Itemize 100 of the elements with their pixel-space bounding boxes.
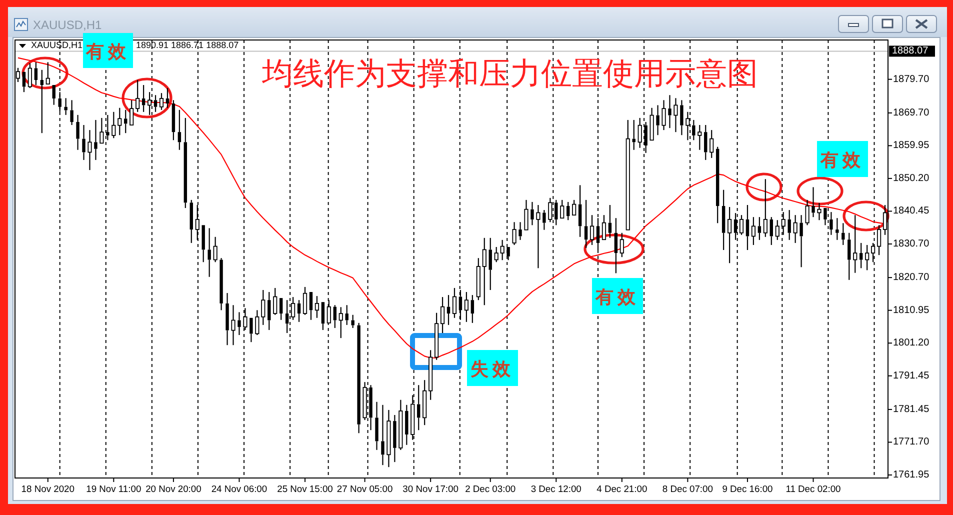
candlestick (375, 401, 378, 450)
candlestick (770, 216, 773, 246)
candlestick (446, 294, 450, 326)
candlestick (656, 104, 660, 136)
x-tick-label: 11 Dec 02:00 (786, 483, 841, 494)
y-tick-label: 1869.70 (893, 107, 930, 118)
candlestick (202, 225, 205, 263)
annotation: 有效 (820, 150, 864, 170)
candlestick (817, 202, 822, 221)
x-tick-label: 8 Dec 07:00 (662, 483, 713, 494)
candlestick (46, 62, 50, 84)
candlestick (268, 291, 271, 331)
candlestick (309, 292, 313, 320)
candlestick (680, 100, 684, 136)
y-tick-label: 1820.70 (893, 272, 930, 284)
x-tick-label: 20 Nov 20:00 (146, 483, 202, 494)
candlestick (428, 350, 433, 400)
candlestick (668, 94, 672, 129)
candlestick (321, 302, 325, 331)
x-tick-label: 27 Nov 05:00 (336, 483, 393, 494)
candlestick (226, 292, 229, 346)
candlestick (842, 222, 845, 246)
annotation: 有效 (594, 286, 640, 308)
candlestick (52, 85, 56, 106)
annotation: 1890.91 1886.71 1888.07 (136, 40, 239, 50)
candlestick (386, 409, 391, 468)
chart-subtitle: XAUUSD,H1 (31, 40, 83, 50)
candlestick (172, 100, 176, 141)
text: 均线作为支撑和压力位置使用示意图 (261, 56, 758, 92)
x-tick-label: 3 Dec 12:00 (530, 483, 582, 494)
y-tick-label: 1781.45 (893, 404, 930, 415)
candlestick (345, 304, 348, 326)
candlestick (722, 189, 726, 251)
candlestick (440, 296, 445, 334)
y-tick-label: 1850.20 (893, 172, 930, 184)
y-tick-label: 1771.70 (893, 436, 930, 448)
candlestick (184, 117, 188, 209)
candlestick (727, 206, 732, 264)
x-tick-label: 19 Nov 11:00 (86, 483, 142, 494)
x-tick-label: 18 Nov 2020 (21, 483, 74, 494)
candlestick (853, 214, 858, 274)
candlestick (626, 119, 630, 230)
candlestick (70, 100, 74, 126)
candlestick (142, 84, 146, 112)
candlestick (333, 304, 336, 329)
candlestick (208, 228, 211, 278)
y-tick-label: 1840.45 (893, 206, 930, 217)
x-tick-label: 4 Dec 21:00 (596, 483, 648, 494)
candlestick (94, 119, 98, 161)
candlestick (536, 204, 540, 269)
y-tick-label: 1830.70 (893, 238, 930, 250)
candlestick (746, 204, 750, 251)
candlestick (800, 214, 803, 268)
candlestick (417, 384, 420, 431)
candlestick (238, 312, 241, 336)
candlestick (662, 100, 666, 131)
candlestick (220, 258, 223, 311)
candlestick (488, 237, 492, 291)
y-tick-label: 1761.95 (893, 469, 930, 480)
y-tick-label: 1879.70 (893, 74, 930, 85)
candlestick (470, 294, 474, 324)
annotation: 有效 (85, 41, 130, 62)
candlestick (788, 209, 791, 240)
x-tick-label: 24 Nov 06:00 (211, 483, 268, 494)
candlestick (524, 199, 528, 230)
candlestick (82, 124, 86, 161)
candlestick (279, 298, 283, 320)
annotation: 失效 (470, 358, 514, 380)
candlestick (250, 318, 253, 343)
candlestick (64, 98, 68, 116)
candlestick (76, 114, 80, 150)
candlestick (674, 98, 678, 133)
y-tick-label: 1810.95 (893, 304, 930, 316)
candlestick (381, 404, 384, 466)
candlestick (518, 222, 522, 240)
candlestick (512, 222, 516, 246)
candlestick (704, 124, 708, 161)
candlestick (118, 107, 122, 136)
candlestick (530, 201, 534, 226)
ref-line-label: 1888.07 (892, 46, 929, 57)
y-tick-label: 1801.20 (893, 338, 930, 349)
y-tick-label: 1859.95 (893, 140, 930, 152)
candlestick (836, 218, 839, 240)
candlestick (482, 237, 486, 306)
candlestick (805, 199, 810, 226)
candlestick (578, 184, 582, 238)
text: XAUUSD,H1 (33, 18, 102, 32)
x-tick-label: 9 Dec 16:00 (722, 483, 773, 494)
candlestick (40, 69, 44, 134)
candlestick (88, 130, 92, 171)
candlestick (297, 300, 301, 322)
candlestick (812, 186, 815, 218)
x-tick-label: 2 Dec 03:00 (465, 483, 516, 494)
candlestick (22, 72, 26, 93)
x-tick-label: 30 Nov 17:00 (402, 483, 458, 494)
candlestick (584, 199, 588, 249)
candlestick (608, 204, 612, 238)
x-tick-label: 25 Nov 15:00 (277, 483, 333, 494)
y-tick-label: 1791.45 (893, 370, 930, 382)
candlestick (614, 218, 618, 274)
